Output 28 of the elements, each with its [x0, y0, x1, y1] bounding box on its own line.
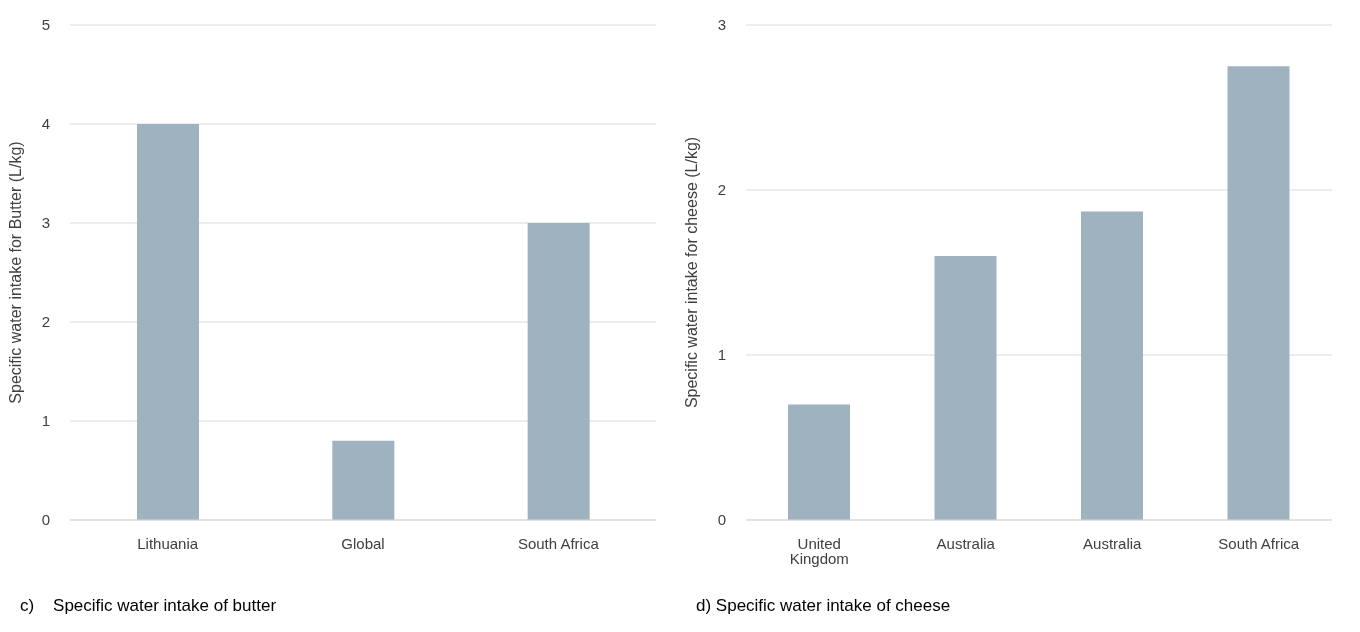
bar: [934, 256, 997, 520]
x-tick-label: United Kingdom: [789, 534, 849, 567]
x-tick-label: South Africa: [1218, 534, 1300, 552]
bar: [332, 440, 395, 520]
x-tick-label: Global: [341, 534, 385, 552]
y-axis-title: Specific water intake for cheese (L/kg): [682, 136, 700, 409]
y-axis-title: Specific water intake for Butter (L/kg): [6, 141, 24, 404]
bar: [137, 124, 199, 520]
text: c) Specific water intake of butter: [20, 596, 277, 616]
y-tick-label: 2: [41, 313, 50, 331]
y-tick-label: 4: [41, 115, 50, 133]
bar: [1081, 211, 1143, 520]
y-tick-label: 1: [717, 346, 726, 364]
x-tick-label: Lithuania: [137, 534, 199, 552]
bar: [788, 404, 850, 520]
y-tick-label: 0: [717, 511, 726, 529]
y-tick-label: 5: [41, 16, 50, 34]
y-tick-label: 2: [717, 181, 726, 199]
bar: [527, 223, 590, 520]
bar: [1227, 66, 1290, 520]
text: d) Specific water intake of cheese: [696, 596, 951, 616]
x-tick-label: Australia: [936, 534, 996, 552]
y-tick-label: 3: [717, 16, 726, 34]
y-tick-label: 1: [41, 412, 50, 430]
y-tick-label: 3: [41, 214, 50, 232]
x-tick-label: South Africa: [517, 534, 600, 552]
y-tick-label: 0: [41, 511, 50, 529]
x-tick-label: Australia: [1083, 534, 1143, 552]
